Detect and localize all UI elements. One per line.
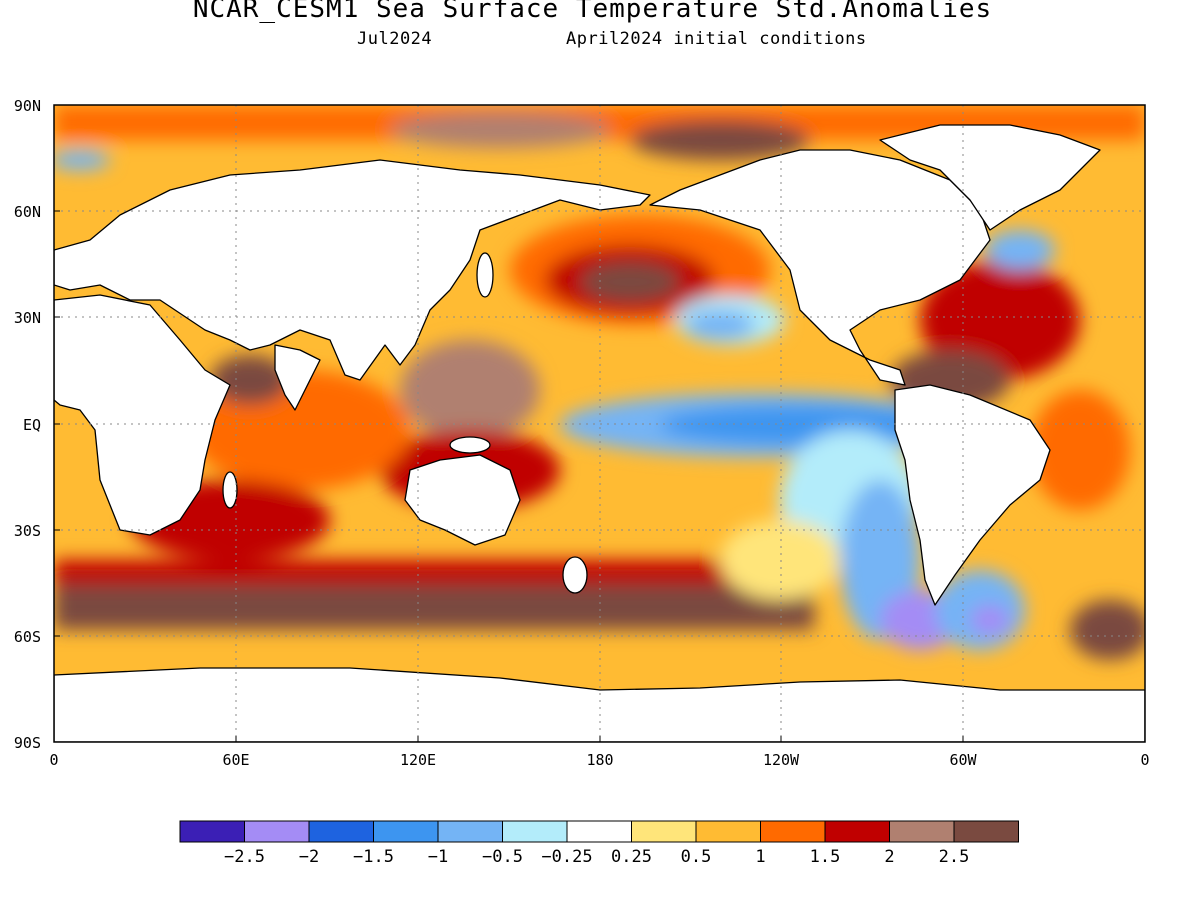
colorbar-swatch-4	[437, 820, 503, 843]
colorbar-swatch-9	[760, 820, 826, 843]
colorbar-label-1: −2	[299, 847, 319, 867]
colorbar-label-2: −1.5	[353, 847, 394, 867]
lon-label-120e: 120E	[400, 751, 436, 769]
lat-label-90n: 90N	[14, 97, 41, 115]
india	[274, 344, 321, 411]
colorbar-swatch-7	[631, 820, 697, 843]
eurasia	[54, 159, 651, 381]
colorbar: −2.5 −2 −1.5 −1 −0.5 −0.25 0.25 0.5 1 1.5 2 2.5	[179, 820, 1019, 867]
lat-label-30s: 30S	[14, 522, 41, 540]
lat-label-eq: EQ	[23, 416, 41, 434]
africa	[54, 294, 231, 536]
lat-label-60s: 60S	[14, 628, 41, 646]
lon-label-0-left: 0	[49, 751, 58, 769]
colorbar-label-6: 0.25	[611, 847, 652, 867]
colorbar-label-9: 1.5	[810, 847, 841, 867]
graticule	[54, 105, 1145, 742]
colorbar-label-10: 2	[884, 847, 894, 867]
lon-label-180: 180	[586, 751, 613, 769]
australia	[404, 454, 521, 546]
colorbar-label-5: −0.25	[541, 847, 592, 867]
new-guinea	[449, 436, 491, 454]
colorbar-label-0: −2.5	[224, 847, 265, 867]
lon-label-60w: 60W	[949, 751, 977, 769]
forecast-month: Jul2024	[357, 29, 433, 49]
lon-label-120w: 120W	[763, 751, 800, 769]
axis-ticks	[54, 104, 964, 743]
lat-label-30n: 30N	[14, 309, 41, 327]
landmasses	[54, 124, 1145, 742]
colorbar-label-11: 2.5	[939, 847, 970, 867]
lon-label-0-right: 0	[1140, 751, 1149, 769]
japan	[476, 252, 494, 298]
lat-label-60n: 60N	[14, 203, 41, 221]
initial-conditions: April2024 initial conditions	[566, 29, 867, 49]
antarctica	[54, 667, 1145, 742]
north-america	[649, 149, 991, 386]
lon-label-60e: 60E	[222, 751, 249, 769]
colorbar-swatch-8	[695, 820, 761, 843]
colorbar-label-7: 0.5	[681, 847, 712, 867]
colorbar-label-3: −1	[428, 847, 448, 867]
colorbar-swatch-6	[566, 820, 632, 843]
colorbar-swatch-10	[824, 820, 890, 843]
colorbar-label-8: 1	[755, 847, 765, 867]
lat-label-90s: 90S	[14, 734, 41, 752]
map-title: NCAR_CESM1 Sea Surface Temperature Std.A…	[192, 0, 993, 24]
colorbar-swatch-1	[244, 820, 310, 843]
colorbar-swatch-5	[502, 820, 568, 843]
madagascar	[222, 471, 238, 509]
colorbar-swatch-11	[889, 820, 955, 843]
south-america	[894, 384, 1051, 606]
colorbar-swatch-12	[953, 820, 1019, 843]
colorbar-swatch-3	[373, 820, 439, 843]
colorbar-label-4: −0.5	[482, 847, 523, 867]
greenland	[879, 124, 1101, 231]
colorbar-swatch-2	[308, 820, 374, 843]
new-zealand	[562, 556, 588, 594]
colorbar-swatch-0	[179, 820, 245, 843]
